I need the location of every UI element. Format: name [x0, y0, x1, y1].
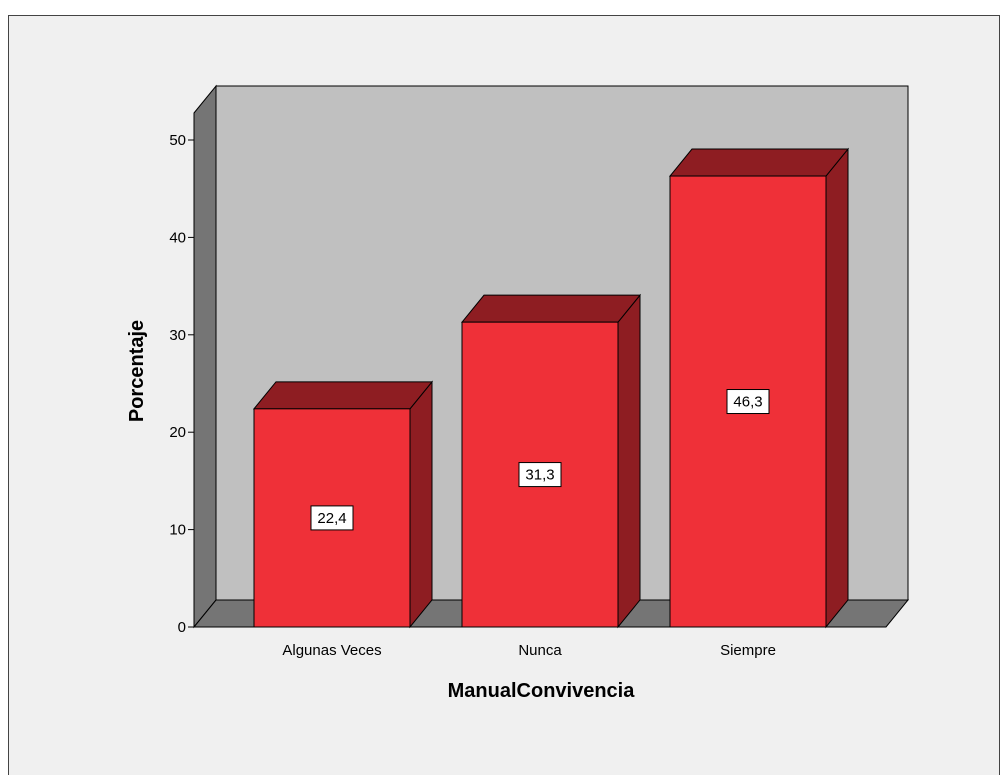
y-tick-label: 0 — [178, 619, 186, 636]
y-axis-title: Porcentaje — [126, 320, 148, 422]
data-label-box — [726, 389, 770, 415]
data-label: 31,3 — [525, 467, 554, 484]
y-tick-label: 40 — [169, 229, 186, 246]
bar-side-face — [409, 380, 433, 629]
y-tick-label: 50 — [169, 132, 186, 149]
bar-side-face — [825, 147, 849, 629]
bar: 31,3 — [460, 293, 642, 629]
bar: 46,3 — [668, 147, 850, 629]
x-axis: Algunas Veces Nunca Siempre — [282, 642, 776, 659]
left-wall — [193, 84, 217, 629]
y-axis: 0 10 20 30 40 50 — [169, 132, 194, 636]
data-label: 46,3 — [733, 394, 762, 411]
x-tick-label: Algunas Veces — [282, 642, 381, 659]
x-tick-label: Nunca — [518, 642, 562, 659]
data-label-box — [310, 505, 354, 531]
bar: 22,4 — [252, 380, 434, 629]
data-label: 22,4 — [317, 510, 346, 527]
y-tick-label: 20 — [169, 424, 186, 441]
data-label-box — [518, 462, 562, 488]
x-tick-label: Siempre — [720, 642, 776, 659]
bars-group: 22,4 31,3 46,3 — [252, 147, 850, 629]
y-tick-label: 10 — [169, 522, 186, 539]
bar-side-face — [617, 293, 641, 629]
y-tick-label: 30 — [169, 327, 186, 344]
bar-top-face — [460, 294, 642, 323]
bar-top-face — [252, 381, 434, 410]
bar-top-face — [668, 148, 850, 177]
x-axis-title: ManualConvivencia — [448, 680, 636, 702]
